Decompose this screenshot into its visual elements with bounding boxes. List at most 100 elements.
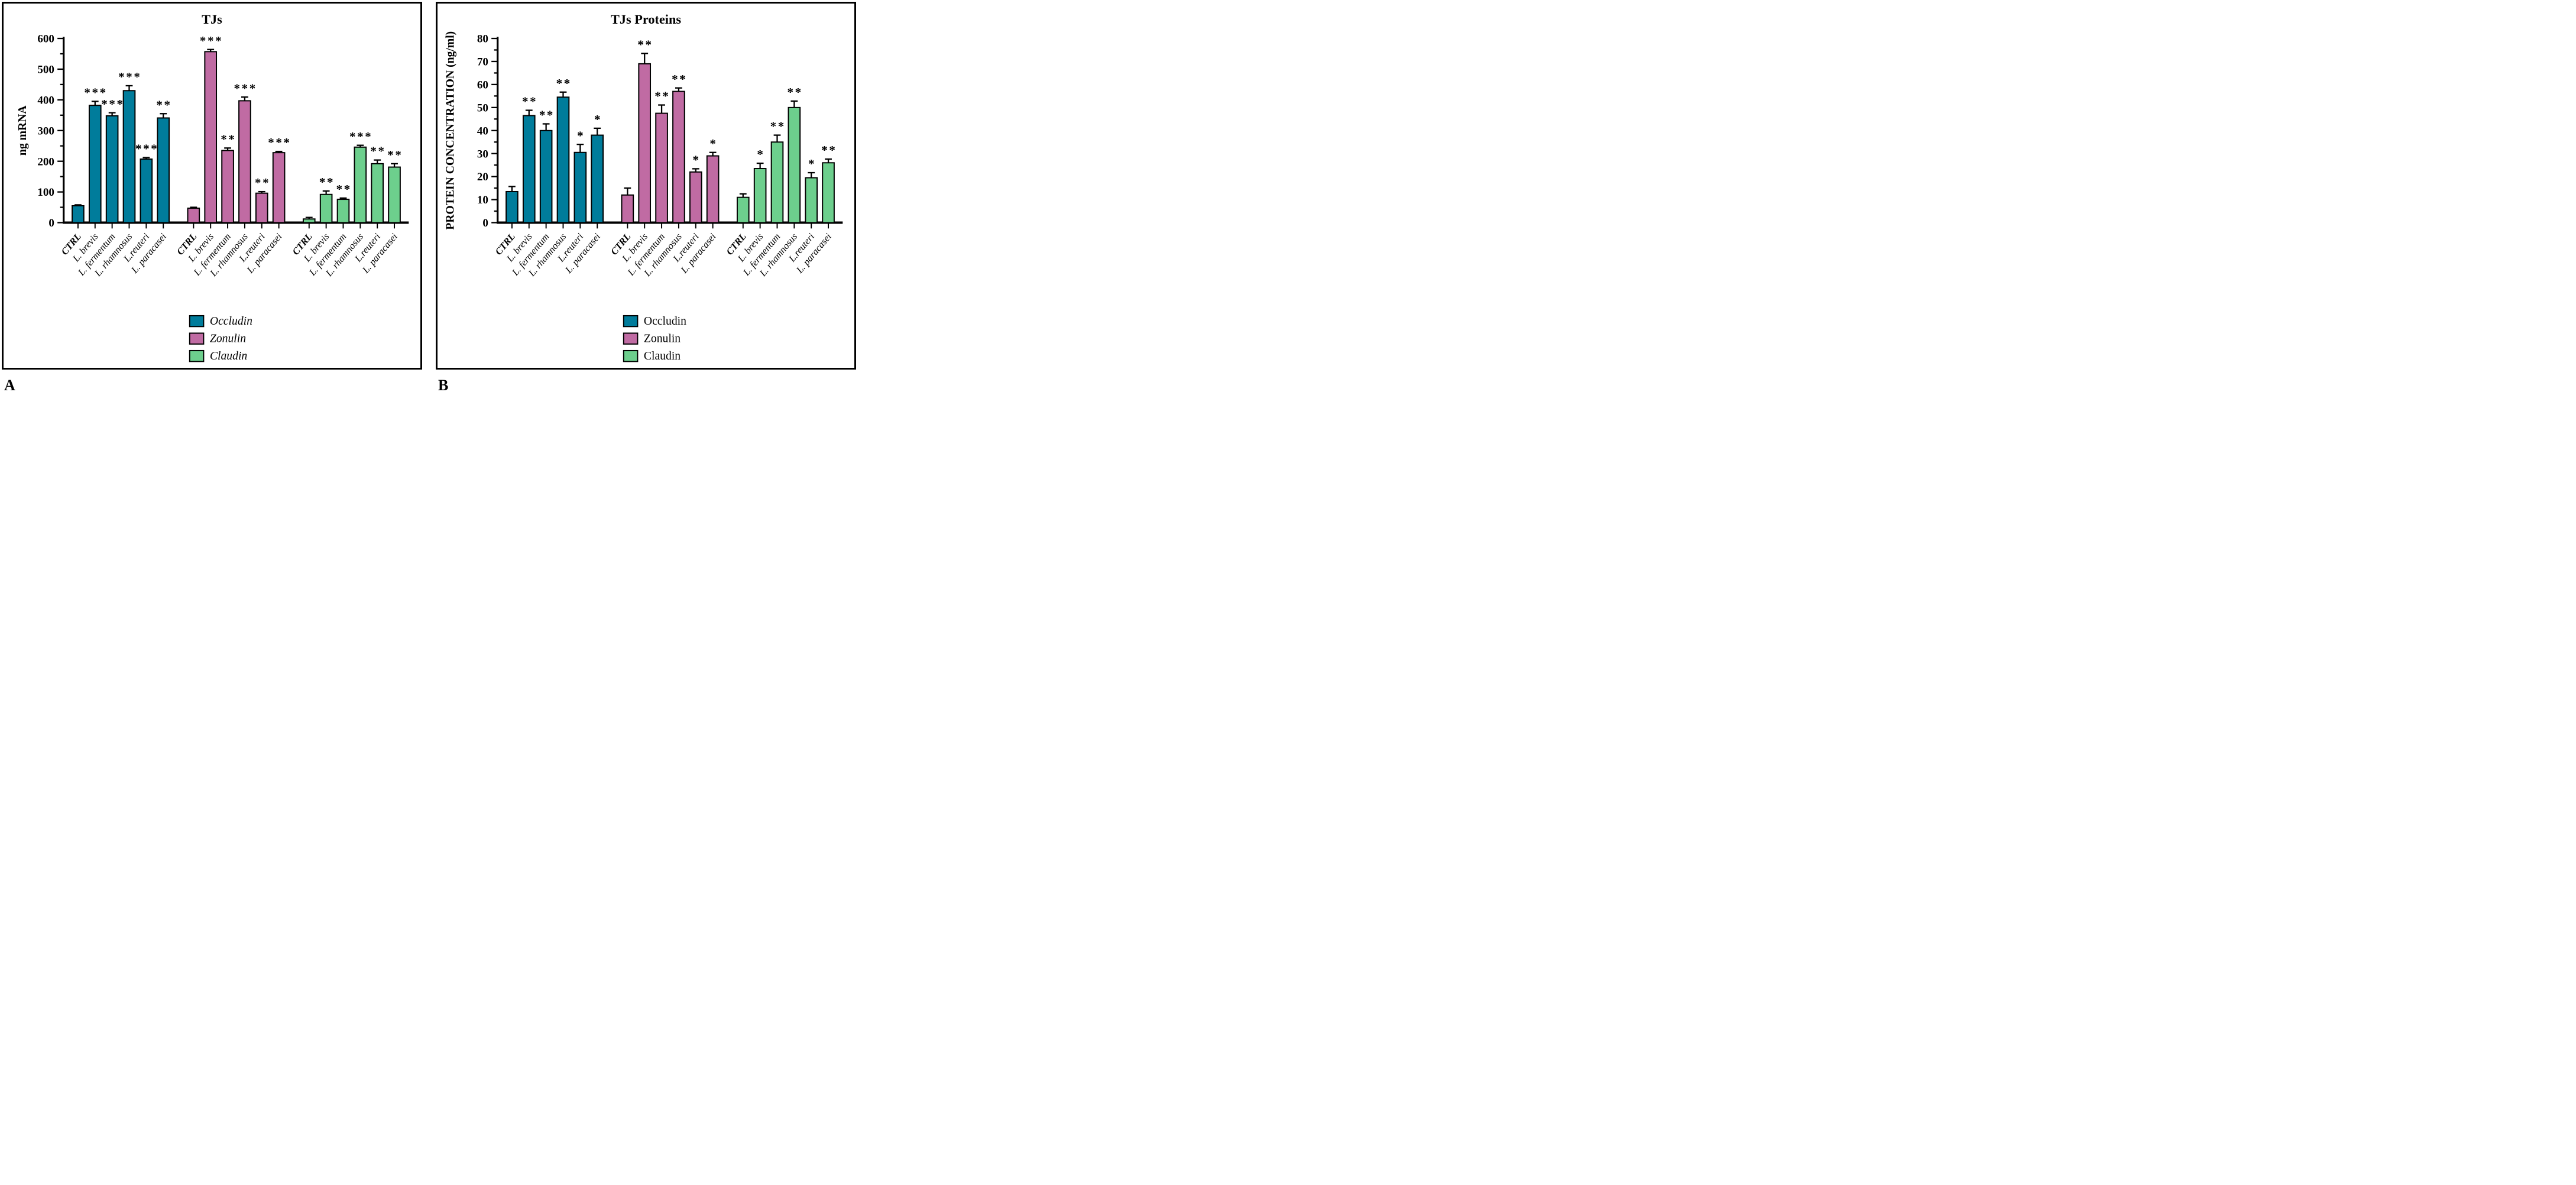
y-tick-label: 30	[477, 148, 488, 160]
bar-claudin-1	[753, 168, 767, 224]
bar-claudin-4	[371, 163, 384, 224]
bar-zonulin-1	[204, 51, 218, 224]
tjs-proteins-bar-chart: TJs Proteins PROTEIN CONCENTRATION (ng/ml…	[444, 12, 843, 362]
legend-swatch-zonulin	[623, 332, 639, 345]
bar-occludin-3	[556, 96, 570, 224]
significance-stars: **	[221, 132, 236, 146]
panel-a-box: TJs ng mRNA 0 100 200 300 400 500 600 CTRL *** L. b…	[2, 2, 422, 370]
significance-stars: ***	[349, 129, 372, 144]
significance-stars: *	[693, 153, 701, 167]
significance-stars: **	[387, 148, 403, 162]
y-tick-label: 200	[37, 156, 54, 168]
y-tick-label: 100	[37, 186, 54, 199]
legend-label-claudin: Claudin	[210, 349, 248, 362]
y-tick-label: 0	[48, 217, 54, 229]
significance-stars: **	[821, 143, 837, 157]
bar-zonulin-0	[621, 194, 634, 224]
significance-stars: **	[672, 72, 687, 86]
y-axis-label: PROTEIN CONCENTRATION (ng/ml)	[444, 31, 457, 230]
bar-occludin-0	[72, 205, 85, 224]
significance-stars: **	[255, 176, 270, 190]
bar-occludin-4	[573, 151, 587, 224]
significance-stars: **	[770, 119, 786, 134]
y-tick-label: 500	[37, 63, 54, 76]
significance-stars: **	[637, 37, 653, 51]
bar-zonulin-3	[238, 100, 251, 224]
legend-label-occludin: Occludin	[644, 315, 686, 328]
bar-claudin-5	[388, 166, 401, 224]
bar-zonulin-2	[221, 150, 234, 224]
panel-a-wrap: TJs ng mRNA 0 100 200 300 400 500 600 CTRL *** L. b…	[2, 2, 422, 397]
significance-stars: ***	[101, 97, 124, 111]
bar-occludin-3	[122, 90, 136, 224]
legend-swatch-claudin	[623, 349, 639, 362]
panel-a-letter: A	[4, 377, 15, 394]
bar-claudin-2	[770, 141, 784, 224]
bar-zonulin-4	[689, 171, 702, 224]
y-tick-label: 300	[37, 125, 54, 137]
significance-stars: **	[556, 76, 572, 90]
legend-swatch-occludin	[189, 315, 205, 328]
bar-zonulin-3	[672, 90, 685, 224]
y-tick-label: 60	[477, 79, 488, 91]
bar-zonulin-5	[272, 152, 286, 224]
bar-claudin-1	[319, 193, 333, 224]
legend-swatch-zonulin	[189, 332, 205, 345]
panel-b-wrap: TJs Proteins PROTEIN CONCENTRATION (ng/ml…	[436, 2, 856, 397]
y-tick-label: 10	[477, 194, 488, 206]
significance-stars: ***	[135, 142, 158, 156]
bar-claudin-0	[736, 196, 750, 224]
legend-swatch-claudin	[189, 349, 205, 362]
y-tick-label: 400	[37, 94, 54, 106]
bar-zonulin-0	[187, 208, 200, 224]
significance-stars: *	[577, 128, 585, 143]
significance-stars: **	[336, 182, 352, 196]
bar-occludin-0	[506, 190, 519, 224]
bar-occludin-1	[522, 115, 536, 224]
panel-b-letter: B	[438, 377, 449, 394]
significance-stars: *	[757, 147, 764, 161]
bar-claudin-5	[822, 162, 835, 224]
significance-stars: ***	[200, 34, 223, 48]
bar-zonulin-4	[255, 192, 268, 224]
chart-title: TJs	[202, 12, 222, 27]
bar-claudin-4	[805, 177, 818, 224]
bar-zonulin-2	[655, 112, 668, 224]
bar-occludin-2	[105, 115, 119, 224]
chart-title: TJs Proteins	[611, 12, 681, 27]
significance-stars: **	[788, 85, 803, 99]
y-tick-label: 20	[477, 171, 488, 183]
legend-swatch-occludin	[623, 315, 639, 328]
bar-zonulin-5	[706, 155, 720, 224]
significance-stars: **	[319, 175, 335, 189]
panel-b-box: TJs Proteins PROTEIN CONCENTRATION (ng/ml…	[436, 2, 856, 370]
y-tick-label: 50	[477, 102, 488, 114]
legend-label-occludin: Occludin	[210, 315, 252, 328]
significance-stars: ***	[84, 86, 107, 100]
significance-stars: **	[522, 95, 537, 109]
legend-label-zonulin: Zonulin	[644, 332, 681, 345]
bar-zonulin-1	[638, 63, 652, 224]
bar-occludin-5	[591, 134, 604, 224]
y-tick-label: 70	[477, 56, 488, 69]
significance-stars: **	[370, 144, 385, 158]
bar-occludin-1	[88, 105, 102, 224]
legend-label-zonulin: Zonulin	[210, 332, 246, 345]
y-axis-label: ng mRNA	[16, 105, 29, 156]
significance-stars: ***	[268, 135, 291, 150]
bar-claudin-3	[354, 146, 367, 224]
bar-claudin-2	[336, 199, 350, 224]
two-panel-figure: TJs ng mRNA 0 100 200 300 400 500 600 CTRL *** L. b…	[0, 0, 858, 397]
bar-occludin-2	[539, 129, 553, 224]
y-tick-label: 80	[477, 33, 488, 46]
significance-stars: *	[808, 157, 816, 171]
bar-claudin-0	[302, 218, 316, 224]
significance-stars: *	[709, 137, 717, 151]
y-tick-label: 600	[37, 33, 54, 46]
bar-occludin-5	[157, 117, 170, 224]
legend-label-claudin: Claudin	[644, 349, 681, 362]
bar-occludin-4	[140, 158, 153, 224]
y-tick-label: 40	[477, 125, 488, 137]
y-tick-label: 0	[482, 217, 488, 229]
